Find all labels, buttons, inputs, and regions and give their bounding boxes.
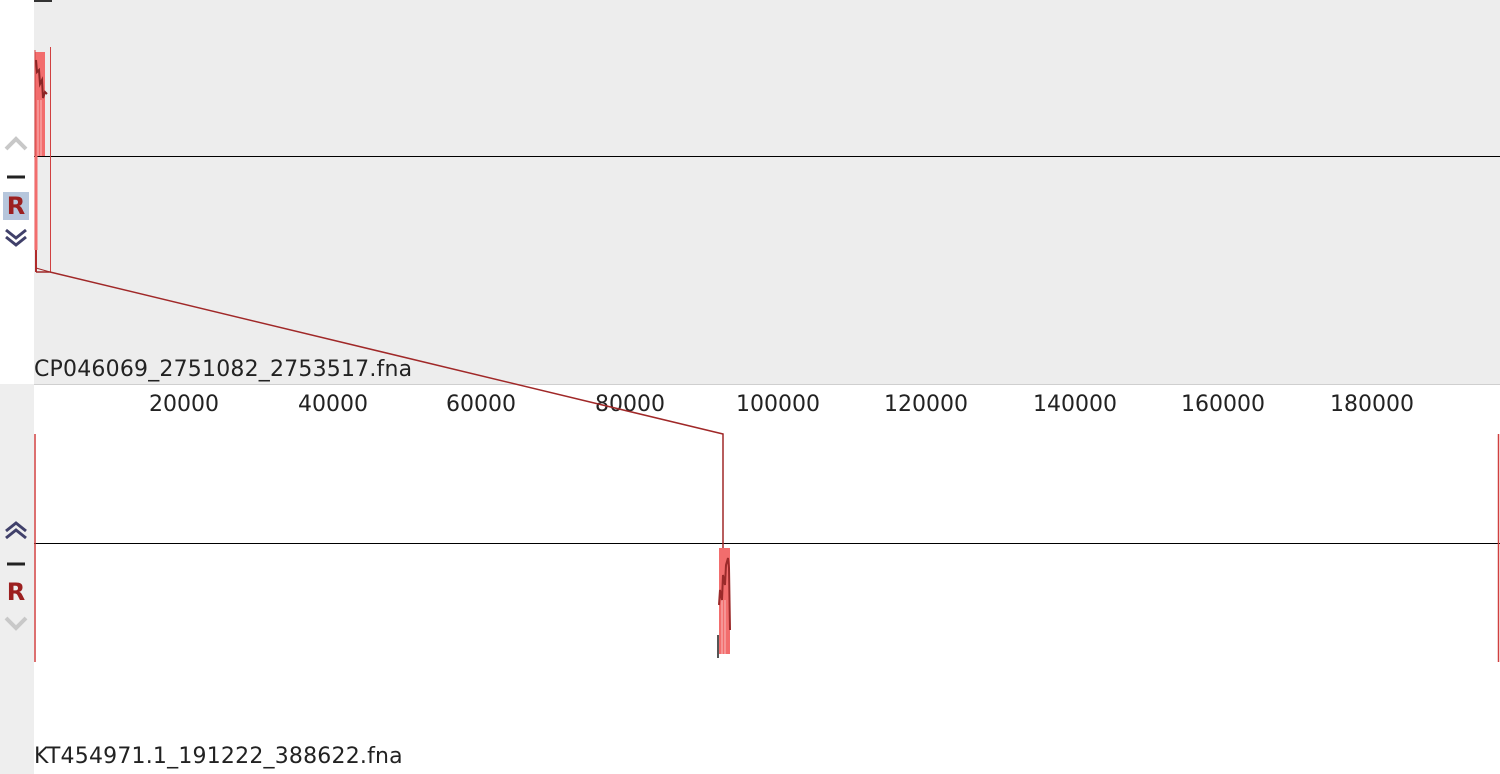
- ruler-tick-label: 40000: [298, 392, 368, 417]
- ruler-tick-label: 180000: [1330, 392, 1414, 417]
- ruler-tick-label: 60000: [446, 392, 516, 417]
- move-up-button-bottom[interactable]: [3, 520, 29, 542]
- reverse-complement-label-top: R: [3, 192, 29, 220]
- ruler-tick-label: 80000: [595, 392, 665, 417]
- move-up-button-top[interactable]: [3, 133, 29, 155]
- ruler-tick-label: 20000: [149, 392, 219, 417]
- move-down-button-top[interactable]: [3, 226, 29, 248]
- chevron-down-icon: [5, 228, 27, 247]
- genome-name-top: CP046069_2751082_2753517.fna: [34, 357, 413, 382]
- top-genome-panel[interactable]: [34, 0, 1500, 384]
- bottom-control-strip: [0, 384, 34, 774]
- genome-name-bottom: KT454971.1_191222_388622.fna: [34, 744, 403, 769]
- ruler-tick-label: 100000: [736, 392, 820, 417]
- reverse-complement-button-top[interactable]: R: [3, 192, 29, 220]
- ruler-tick-label: 120000: [884, 392, 968, 417]
- coordinate-ruler: 20000 40000 60000 80000 100000 120000 14…: [34, 384, 1500, 430]
- ruler-tick-label: 140000: [1033, 392, 1117, 417]
- minus-icon: [7, 175, 25, 179]
- chevron-up-icon: [4, 136, 28, 151]
- collapse-button-top[interactable]: [3, 170, 29, 184]
- ruler-tick-label: 160000: [1181, 392, 1265, 417]
- collapse-button-bottom[interactable]: [3, 557, 29, 571]
- chevron-up-icon: [5, 521, 27, 540]
- chevron-down-icon: [4, 616, 28, 631]
- reverse-complement-label-bottom: R: [6, 578, 26, 606]
- move-down-button-bottom[interactable]: [3, 612, 29, 634]
- bottom-genome-panel[interactable]: [34, 430, 1500, 774]
- reverse-complement-button-bottom[interactable]: R: [3, 578, 29, 606]
- minus-icon: [7, 562, 25, 566]
